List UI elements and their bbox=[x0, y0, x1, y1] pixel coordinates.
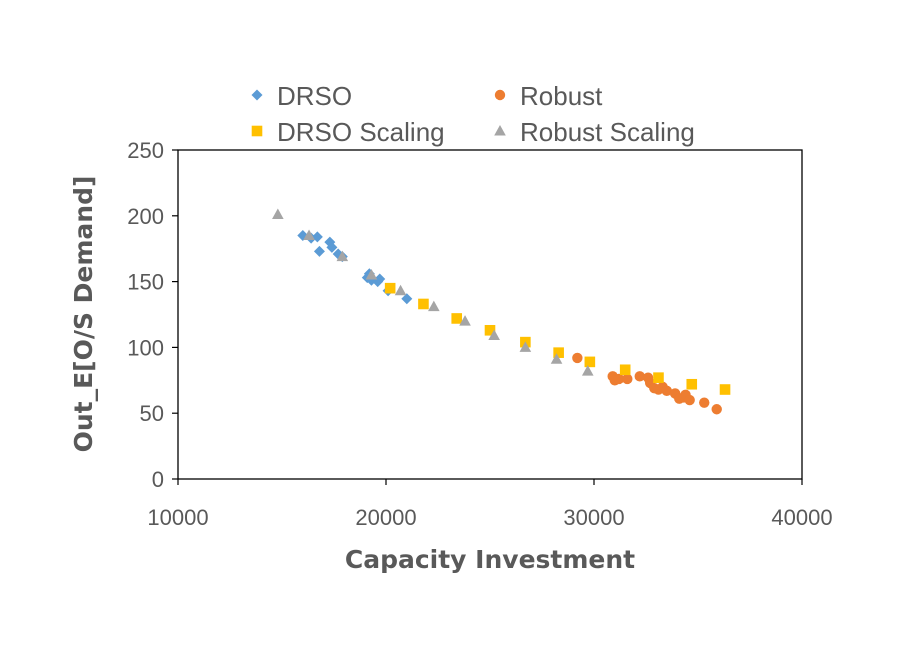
plot-area-frame bbox=[177, 149, 803, 480]
point-drso-scaling bbox=[653, 372, 664, 383]
x-tick-label: 30000 bbox=[563, 505, 624, 530]
point-robust-scaling bbox=[336, 250, 349, 262]
point-drso bbox=[401, 293, 413, 305]
point-robust-scaling bbox=[428, 300, 440, 312]
plot-marks bbox=[272, 208, 731, 415]
point-robust-scaling bbox=[303, 229, 315, 241]
y-tick-label: 0 bbox=[152, 467, 164, 492]
x-tick-label: 40000 bbox=[771, 505, 832, 530]
y-axis: 0 50 100 150 200 250 bbox=[127, 138, 178, 492]
point-robust bbox=[622, 373, 633, 385]
point-robust-scaling bbox=[550, 353, 563, 364]
y-tick-label: 100 bbox=[127, 335, 164, 360]
y-tick-label: 50 bbox=[140, 401, 164, 426]
point-robust-scaling bbox=[488, 329, 500, 341]
legend-marker-robust bbox=[494, 89, 506, 101]
point-drso bbox=[313, 245, 325, 257]
point-robust bbox=[634, 371, 645, 382]
point-drso-scaling bbox=[619, 364, 631, 376]
x-tick-label: 20000 bbox=[355, 505, 416, 530]
y-axis-title: Out_E[O/S Demand] bbox=[69, 176, 98, 453]
point-robust bbox=[572, 352, 583, 364]
point-drso bbox=[374, 273, 386, 285]
series-robust-scaling bbox=[272, 208, 594, 376]
legend-label-robust: Robust bbox=[520, 81, 603, 111]
point-robust bbox=[661, 385, 672, 397]
x-tick-label: 10000 bbox=[147, 505, 208, 530]
legend-item-robust-scaling: Robust Scaling bbox=[494, 117, 695, 147]
legend-item-drso-scaling: DRSO Scaling bbox=[251, 117, 445, 147]
legend-label-robust-scaling: Robust Scaling bbox=[520, 117, 695, 147]
point-drso-scaling bbox=[418, 298, 429, 310]
legend-marker-drso-scaling bbox=[251, 125, 263, 137]
legend-label-drso-scaling: DRSO Scaling bbox=[277, 117, 445, 147]
legend-marker-drso bbox=[251, 89, 263, 101]
point-drso-scaling bbox=[451, 313, 463, 324]
point-drso-scaling bbox=[584, 356, 596, 368]
point-drso bbox=[326, 241, 338, 253]
point-robust-scaling bbox=[581, 365, 594, 376]
point-robust bbox=[699, 397, 710, 408]
point-robust-scaling bbox=[394, 284, 407, 296]
point-robust bbox=[684, 394, 695, 406]
point-robust-scaling bbox=[365, 269, 378, 280]
legend-item-drso: DRSO bbox=[251, 81, 352, 111]
legend: DRSO Robust DRSO Scaling Robust Scaling bbox=[251, 81, 695, 147]
legend-item-robust: Robust bbox=[494, 81, 603, 111]
x-axis-title: Capacity Investment bbox=[345, 545, 635, 574]
y-tick-label: 250 bbox=[127, 138, 164, 163]
point-robust bbox=[711, 404, 722, 415]
legend-marker-robust-scaling bbox=[494, 125, 506, 136]
point-robust-scaling bbox=[519, 341, 532, 352]
point-drso-scaling bbox=[553, 347, 564, 358]
point-drso-scaling bbox=[384, 282, 396, 294]
y-tick-label: 150 bbox=[127, 270, 164, 295]
point-robust bbox=[613, 373, 625, 385]
x-axis: 10000 20000 30000 40000 bbox=[147, 479, 833, 530]
series-robust bbox=[572, 352, 722, 415]
point-robust-scaling bbox=[272, 208, 284, 219]
y-tick-label: 200 bbox=[127, 204, 164, 229]
legend-label-drso: DRSO bbox=[277, 81, 352, 111]
point-drso-scaling bbox=[484, 324, 496, 336]
point-robust-scaling bbox=[459, 315, 471, 326]
point-drso-scaling bbox=[686, 378, 698, 390]
point-drso bbox=[311, 231, 323, 243]
series-drso-scaling bbox=[384, 282, 731, 395]
point-drso-scaling bbox=[719, 384, 731, 395]
